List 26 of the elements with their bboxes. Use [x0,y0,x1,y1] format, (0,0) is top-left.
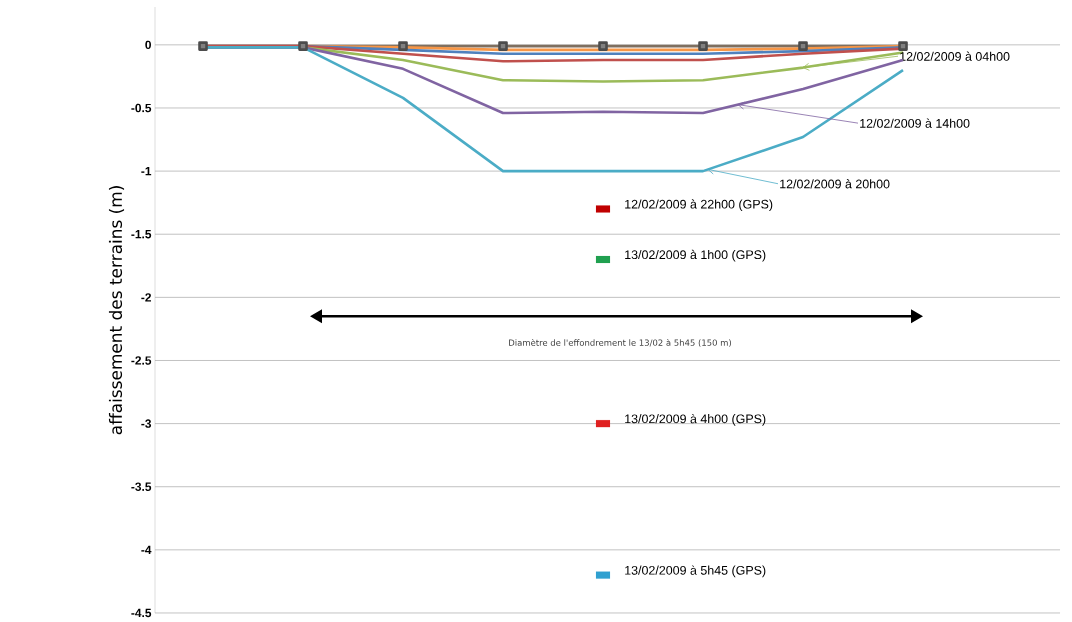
text: 12/02/2009 à 20h00 [780,179,890,189]
y-tick-label: -2 [141,293,152,302]
y-tick-label: -1.5 [131,230,152,239]
point [198,41,208,51]
y-tick-label: -1 [141,167,152,176]
text: 12/02/2009 à 14h00 [860,118,970,128]
y-tick-label: -0.5 [131,103,152,113]
point [698,41,708,51]
y-tick-label: -2.5 [131,356,152,365]
series-label: 13/02/2009 à 5h45 (GPS) [625,565,766,578]
point [898,41,908,51]
y-tick-label: -3 [141,419,152,428]
series-label: 13/02/2009 à 4h00 (GPS) [625,413,766,426]
y-axis-title: affaissement des terrains (m) [108,186,125,435]
y-tick-label: -3.5 [131,482,152,491]
point [598,41,608,51]
y-tick-label: 0 [145,40,151,50]
series-label: 12/02/2009 à 04h00 [900,51,1010,61]
point [798,41,808,51]
series-label: 12/02/2009 à 22h00 (GPS) [625,199,773,212]
point [498,41,508,51]
point [398,41,408,51]
y-tick-label: -4 [141,545,152,554]
series-label: 13/02/2009 à 1h00 (GPS) [625,249,766,262]
y-tick-label: -4.5 [131,608,152,618]
annotation: Diamètre de l'effondrement le 13/02 à 5h45 (150 m) [509,338,731,347]
